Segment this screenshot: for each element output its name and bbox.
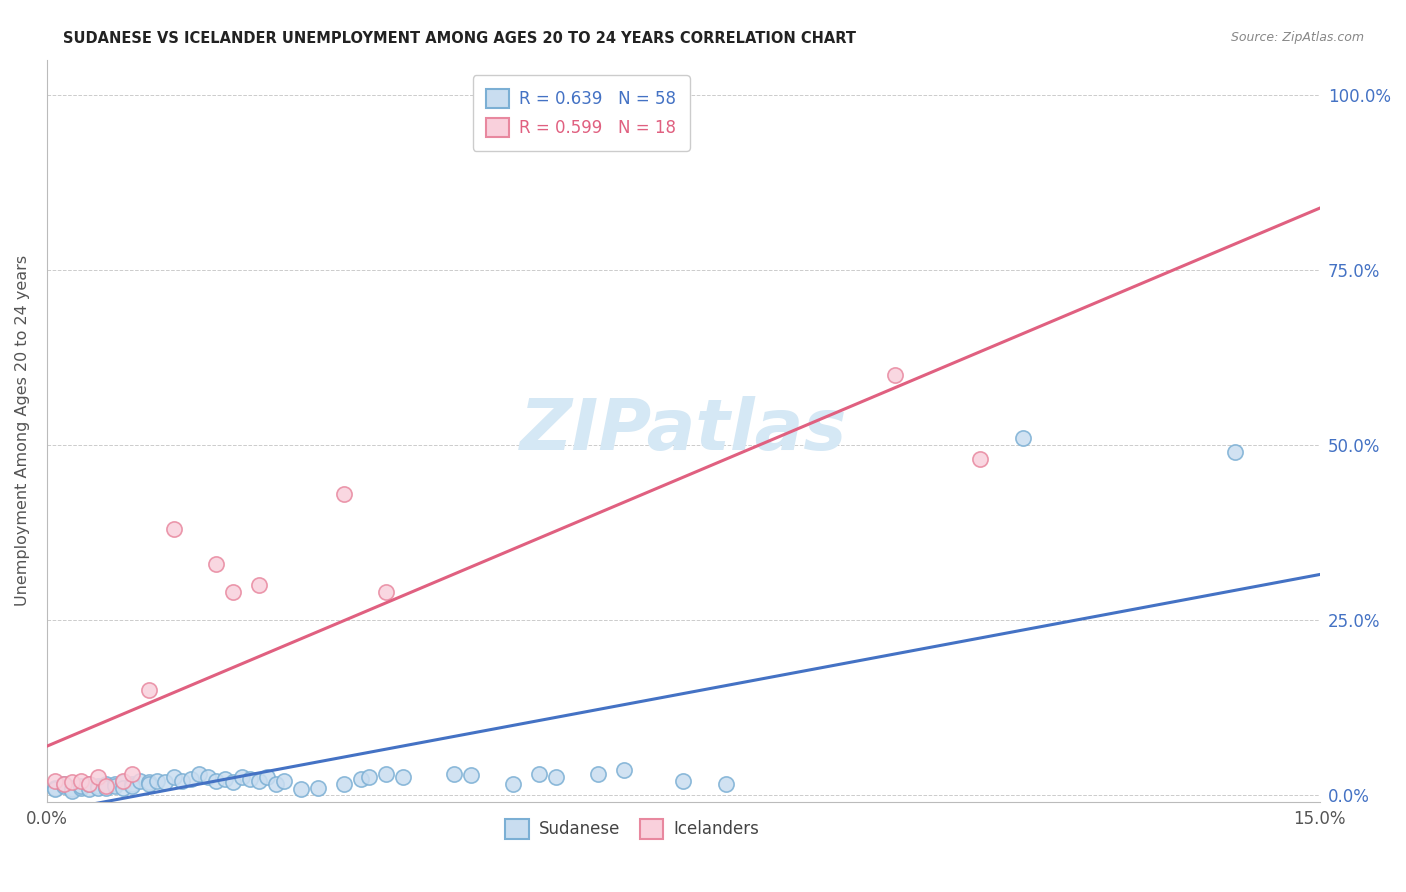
Point [375, 766, 398, 780]
Point [588, 766, 610, 780]
Point [60, 782, 83, 797]
Point [77, 782, 100, 797]
Point [264, 777, 287, 791]
Point [214, 772, 236, 787]
Point [44, 780, 66, 795]
Point [77, 777, 100, 791]
Point [247, 773, 270, 788]
Point [112, 775, 135, 789]
Point [129, 773, 152, 788]
Point [613, 763, 636, 777]
Point [527, 766, 550, 780]
Point [222, 775, 245, 789]
Point [172, 773, 194, 788]
Point [86, 780, 108, 795]
Point [60, 784, 83, 798]
Legend: Sudanese, Icelanders: Sudanese, Icelanders [499, 813, 766, 846]
Point [163, 522, 186, 536]
Point [94, 779, 117, 793]
Point [180, 772, 202, 787]
Text: ZIPatlas: ZIPatlas [519, 396, 846, 465]
Point [44, 773, 66, 788]
Point [60, 780, 83, 795]
Point [205, 773, 228, 788]
Point [359, 770, 381, 784]
Point [112, 773, 135, 788]
Point [222, 584, 245, 599]
Text: Source: ZipAtlas.com: Source: ZipAtlas.com [1230, 31, 1364, 45]
Point [138, 682, 160, 697]
Point [350, 772, 373, 787]
Y-axis label: Unemployment Among Ages 20 to 24 years: Unemployment Among Ages 20 to 24 years [15, 255, 30, 607]
Point [1223, 444, 1246, 458]
Point [332, 777, 354, 791]
Point [231, 770, 253, 784]
Point [103, 779, 125, 793]
Point [138, 777, 160, 791]
Point [69, 779, 91, 793]
Point [290, 782, 312, 797]
Point [94, 777, 117, 791]
Point [52, 777, 75, 791]
Point [273, 773, 295, 788]
Point [443, 766, 465, 780]
Point [52, 779, 75, 793]
Point [205, 557, 228, 571]
Point [146, 773, 169, 788]
Point [112, 780, 135, 795]
Point [392, 770, 415, 784]
Point [460, 768, 482, 782]
Point [60, 775, 83, 789]
Point [103, 777, 125, 791]
Point [239, 772, 262, 787]
Text: SUDANESE VS ICELANDER UNEMPLOYMENT AMONG AGES 20 TO 24 YEARS CORRELATION CHART: SUDANESE VS ICELANDER UNEMPLOYMENT AMONG… [63, 31, 856, 46]
Point [52, 777, 75, 791]
Point [714, 777, 737, 791]
Point [94, 780, 117, 795]
Point [884, 368, 907, 382]
Point [121, 766, 143, 780]
Point [69, 773, 91, 788]
Point [138, 775, 160, 789]
Point [1011, 431, 1033, 445]
Point [544, 770, 567, 784]
Point [332, 486, 354, 500]
Point [256, 770, 278, 784]
Point [86, 779, 108, 793]
Point [197, 770, 219, 784]
Point [121, 779, 143, 793]
Point [44, 782, 66, 797]
Point [69, 780, 91, 795]
Point [247, 577, 270, 591]
Point [672, 773, 695, 788]
Point [969, 451, 991, 466]
Point [307, 780, 329, 795]
Point [163, 770, 186, 784]
Point [121, 777, 143, 791]
Point [77, 777, 100, 791]
Point [155, 775, 177, 789]
Point [375, 584, 398, 599]
Point [86, 770, 108, 784]
Point [502, 777, 524, 791]
Point [188, 766, 211, 780]
